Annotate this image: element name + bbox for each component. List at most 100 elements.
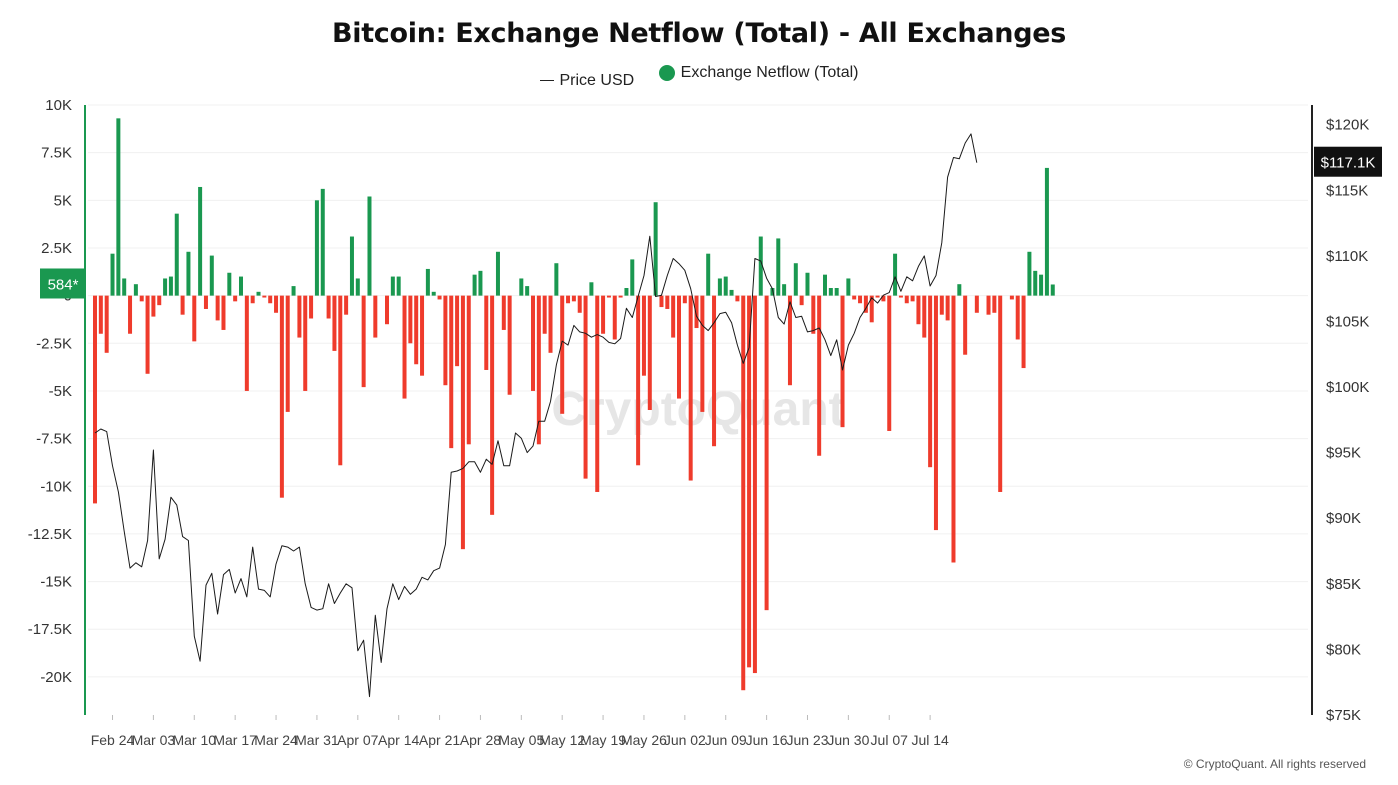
netflow-bar[interactable] — [279, 295, 284, 498]
netflow-bar[interactable] — [764, 295, 769, 611]
netflow-bar[interactable] — [519, 278, 524, 296]
netflow-bar[interactable] — [203, 295, 208, 309]
netflow-bar[interactable] — [361, 295, 366, 388]
netflow-bar[interactable] — [455, 295, 460, 367]
netflow-bar[interactable] — [554, 263, 559, 296]
netflow-bar[interactable] — [659, 295, 664, 308]
netflow-bar[interactable] — [636, 295, 641, 466]
netflow-bar[interactable] — [349, 236, 354, 296]
netflow-bar[interactable] — [338, 295, 343, 466]
netflow-bar[interactable] — [297, 295, 302, 338]
netflow-bar[interactable] — [122, 278, 127, 296]
netflow-bar[interactable] — [355, 278, 360, 296]
netflow-bar[interactable] — [180, 295, 185, 315]
netflow-bar[interactable] — [215, 295, 220, 321]
netflow-bar[interactable] — [1021, 295, 1026, 369]
netflow-bar[interactable] — [250, 295, 255, 304]
netflow-bar[interactable] — [566, 295, 571, 304]
netflow-bar[interactable] — [933, 295, 938, 531]
legend-item-netflow[interactable]: Exchange Netflow (Total) — [658, 64, 859, 82]
netflow-bar[interactable] — [192, 295, 197, 342]
netflow-bar[interactable] — [373, 295, 378, 338]
netflow-bar[interactable] — [332, 295, 337, 351]
netflow-bar[interactable] — [671, 295, 676, 338]
netflow-bar[interactable] — [104, 295, 109, 353]
netflow-bar[interactable] — [1027, 251, 1032, 296]
netflow-bar[interactable] — [484, 295, 489, 370]
netflow-bar[interactable] — [828, 288, 833, 296]
netflow-bar[interactable] — [916, 295, 921, 325]
netflow-bar[interactable] — [898, 295, 903, 298]
netflow-bar[interactable] — [957, 284, 962, 296]
netflow-bar[interactable] — [986, 295, 991, 315]
netflow-bar[interactable] — [758, 236, 763, 296]
netflow-bar[interactable] — [717, 278, 722, 296]
netflow-bar[interactable] — [344, 295, 349, 315]
price-line[interactable] — [94, 133, 978, 698]
netflow-bar[interactable] — [1033, 270, 1038, 296]
netflow-bar[interactable] — [770, 288, 775, 296]
netflow-bar[interactable] — [618, 295, 623, 298]
netflow-bar[interactable] — [677, 295, 681, 399]
netflow-bar[interactable] — [128, 295, 133, 334]
netflow-bar[interactable] — [560, 295, 565, 414]
netflow-bar[interactable] — [408, 295, 413, 344]
netflow-bar[interactable] — [846, 278, 851, 296]
netflow-bar[interactable] — [729, 289, 734, 296]
netflow-bar[interactable] — [326, 295, 331, 319]
netflow-bar[interactable] — [606, 295, 611, 298]
netflow-bar[interactable] — [425, 268, 430, 296]
netflow-bar[interactable] — [437, 295, 442, 300]
netflow-bar[interactable] — [682, 295, 687, 304]
netflow-bar[interactable] — [641, 295, 646, 376]
netflow-bar[interactable] — [612, 295, 617, 340]
netflow-bar[interactable] — [303, 295, 308, 391]
netflow-bar[interactable] — [700, 295, 705, 412]
netflow-bar[interactable] — [945, 295, 950, 321]
netflow-bar[interactable] — [542, 295, 547, 334]
netflow-bar[interactable] — [1044, 167, 1049, 296]
netflow-bar[interactable] — [93, 295, 97, 504]
netflow-bar[interactable] — [741, 295, 746, 691]
netflow-bar[interactable] — [501, 295, 506, 330]
netflow-bar[interactable] — [163, 278, 168, 296]
netflow-bar[interactable] — [309, 295, 314, 319]
netflow-bar[interactable] — [145, 295, 150, 374]
netflow-bar[interactable] — [133, 284, 138, 296]
netflow-bar[interactable] — [548, 295, 553, 353]
netflow-bar[interactable] — [893, 253, 898, 296]
netflow-bar[interactable] — [799, 295, 804, 306]
netflow-bar[interactable] — [1050, 284, 1055, 296]
netflow-bar[interactable] — [198, 186, 203, 296]
netflow-bar[interactable] — [478, 270, 483, 296]
netflow-bar[interactable] — [98, 295, 103, 334]
netflow-bar[interactable] — [951, 295, 956, 563]
netflow-bar[interactable] — [385, 295, 389, 325]
netflow-bar[interactable] — [793, 263, 798, 296]
netflow-bar[interactable] — [116, 118, 121, 296]
netflow-bar[interactable] — [939, 295, 944, 315]
netflow-bar[interactable] — [390, 276, 395, 296]
netflow-bar[interactable] — [723, 276, 728, 296]
netflow-bar[interactable] — [858, 295, 863, 304]
netflow-bar[interactable] — [688, 295, 693, 481]
netflow-bar[interactable] — [227, 272, 232, 296]
netflow-bar[interactable] — [910, 295, 915, 302]
netflow-bar[interactable] — [274, 295, 279, 313]
netflow-bar[interactable] — [653, 202, 658, 296]
netflow-bar[interactable] — [536, 295, 541, 445]
legend-item-price[interactable]: Price USD — [539, 72, 634, 90]
netflow-bar[interactable] — [922, 295, 927, 338]
netflow-bar[interactable] — [904, 295, 909, 304]
netflow-bar[interactable] — [262, 295, 267, 298]
netflow-bar[interactable] — [233, 295, 238, 302]
netflow-bar[interactable] — [811, 295, 816, 334]
netflow-bar[interactable] — [420, 295, 425, 376]
netflow-bar[interactable] — [706, 253, 711, 296]
netflow-bar[interactable] — [869, 295, 874, 323]
netflow-bar[interactable] — [992, 295, 997, 313]
netflow-bar[interactable] — [291, 286, 296, 296]
netflow-bar[interactable] — [414, 295, 419, 365]
netflow-bar[interactable] — [595, 295, 600, 492]
netflow-bar[interactable] — [665, 295, 670, 309]
